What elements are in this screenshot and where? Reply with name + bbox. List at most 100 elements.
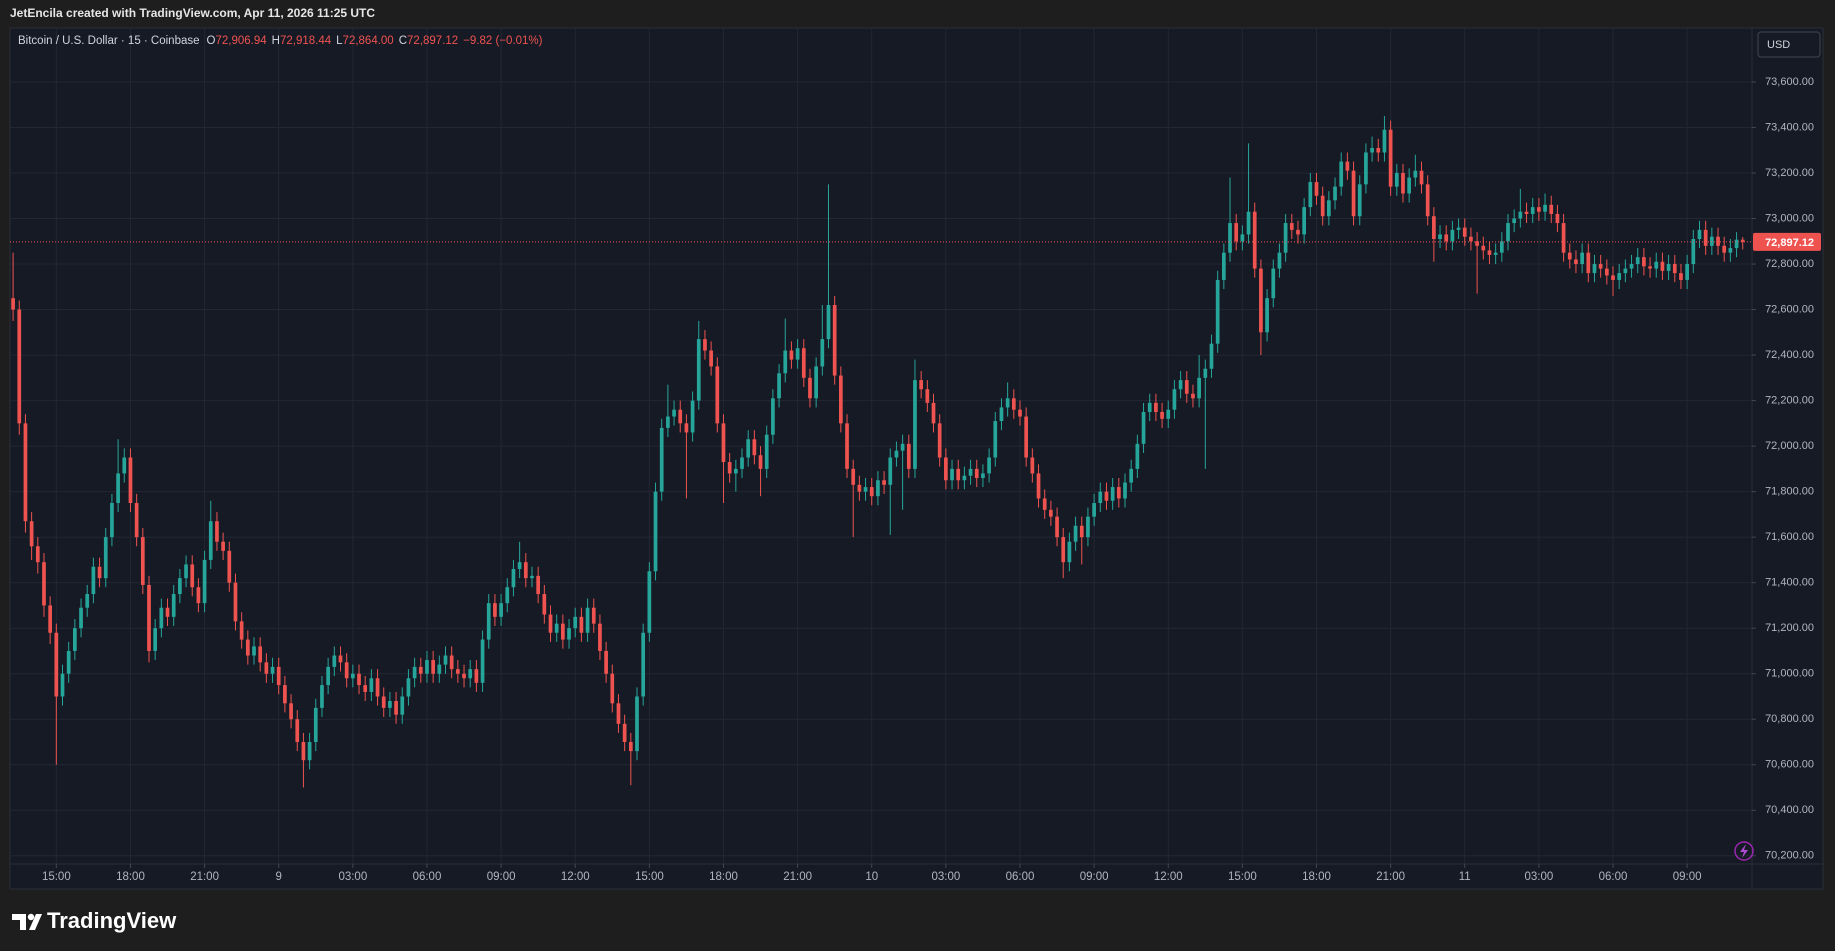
candle-body [1654,261,1659,269]
candle-body [999,407,1004,422]
candle-body [431,660,435,674]
candle-body [1438,234,1442,239]
candle-body [357,673,361,686]
candle-body [950,468,954,481]
x-tick-label: 06:00 [1006,871,1035,883]
candle-body [1462,227,1467,237]
axes: 70,200.00 70,400.00 70,600.00 70,800.00 71,0… [42,76,1821,883]
candle-body [690,400,695,433]
candle-body [1184,380,1189,394]
candle-body [1042,498,1047,510]
currency-label: USD [1767,39,1790,51]
candle-body [1135,443,1140,469]
candle-body [1203,368,1208,378]
candle-body [585,607,590,633]
legend-value: 72,864.00 [343,35,394,47]
candle-body [1740,239,1745,242]
candle-body [190,564,195,588]
candle-body [425,660,429,674]
alert-icon[interactable] [1734,841,1754,861]
candle-body [1524,211,1529,214]
legend: Bitcoin / U.S. Dollar · 15 · Coinbase O72… [18,35,543,47]
x-tick-label: 9 [276,871,282,883]
candle-body [116,473,120,504]
x-tick-label: 09:00 [487,871,516,883]
x-tick-label: 03:00 [931,871,960,883]
candle-body [1011,398,1016,410]
candle-body [1401,172,1405,194]
candle-body [1666,264,1671,271]
candle-body [554,623,559,633]
candle-body [42,562,46,606]
candle-body [388,701,392,708]
candle-body [1648,266,1652,269]
x-tick-label: 12:00 [561,871,590,883]
candle-body [283,685,287,704]
candle-body [1530,207,1535,214]
candle-body [1314,182,1319,196]
candle-body [1697,229,1702,239]
candle-body [1685,264,1689,280]
candle-body [1493,252,1498,255]
candle-body [147,584,151,651]
candle-body [598,623,602,651]
x-tick-label: 12:00 [1154,871,1183,883]
candle-body [1382,129,1387,153]
candle-body [1036,473,1041,499]
y-tick-label: 72,200.00 [1765,394,1814,406]
candle-body [567,628,571,640]
candle-body [764,434,769,469]
candle-body [350,673,355,679]
currency-box[interactable] [1757,31,1821,58]
candle-body [1722,245,1727,253]
x-tick-label: 18:00 [709,871,738,883]
candle-body [1709,236,1714,246]
candle-body [1543,204,1547,212]
candle-body [838,375,843,424]
candle-body [1345,161,1350,171]
candle-body [653,491,658,572]
candle-body [968,468,973,476]
candle-body [1364,152,1368,185]
x-tick-label: 03:00 [338,871,367,883]
y-tick-label: 70,200.00 [1765,850,1814,862]
candle-body [1716,236,1720,246]
candle-body [1172,389,1177,410]
y-tick-label: 71,400.00 [1765,577,1814,589]
candle-body [1642,257,1646,267]
candle-body [486,603,491,640]
candle-body [449,655,454,670]
candle-body [1425,184,1430,217]
candle-body [517,562,522,570]
candle-body [1259,268,1263,333]
legend-change: −9.82 (−0.01%) [463,35,542,47]
candle-body [1079,525,1084,538]
candle-body [1691,238,1696,265]
x-tick-label: 21:00 [190,871,219,883]
candle-body [60,673,65,697]
candle-body [1265,298,1269,333]
candle-body [1432,216,1436,239]
candle-body [295,719,300,743]
candle-body [1098,491,1103,504]
candle-body [1086,516,1090,538]
x-tick-label: 21:00 [1376,871,1405,883]
candle-body [1296,229,1300,235]
candle-body [245,639,250,656]
candle-body [1215,279,1220,344]
legend-value: 72,897.12 [407,35,458,47]
candle-body [1444,234,1449,242]
candle-body [184,564,188,579]
candle-body [85,594,90,608]
candle-body [301,742,306,761]
candle-body [171,594,176,617]
candle-body [1357,184,1362,217]
candle-body [17,309,22,424]
candle-body [1178,380,1183,390]
candle-body [1129,468,1134,483]
candle-body [869,487,874,497]
candle-body [795,348,800,360]
candle-body [11,298,15,310]
candle-body [808,377,812,399]
x-tick-label: 06:00 [413,871,442,883]
